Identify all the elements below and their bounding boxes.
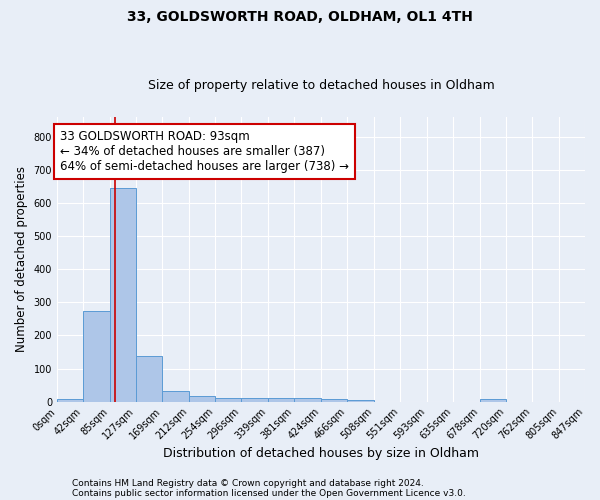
Text: 33 GOLDSWORTH ROAD: 93sqm
← 34% of detached houses are smaller (387)
64% of semi: 33 GOLDSWORTH ROAD: 93sqm ← 34% of detac… [60,130,349,173]
Text: Contains HM Land Registry data © Crown copyright and database right 2024.: Contains HM Land Registry data © Crown c… [72,478,424,488]
Text: Contains public sector information licensed under the Open Government Licence v3: Contains public sector information licen… [72,488,466,498]
Bar [321,399,347,402]
Bar [268,398,295,402]
Bar [189,396,215,402]
Bar [83,310,110,402]
Text: 33, GOLDSWORTH ROAD, OLDHAM, OL1 4TH: 33, GOLDSWORTH ROAD, OLDHAM, OL1 4TH [127,10,473,24]
Title: Size of property relative to detached houses in Oldham: Size of property relative to detached ho… [148,79,494,92]
Bar [136,356,162,402]
Bar [162,390,189,402]
Bar [295,398,321,402]
Bar [241,398,268,402]
Bar [57,399,83,402]
Bar [347,400,374,402]
Y-axis label: Number of detached properties: Number of detached properties [15,166,28,352]
Bar [110,188,136,402]
Bar [479,400,506,402]
X-axis label: Distribution of detached houses by size in Oldham: Distribution of detached houses by size … [163,447,479,460]
Bar [215,398,241,402]
